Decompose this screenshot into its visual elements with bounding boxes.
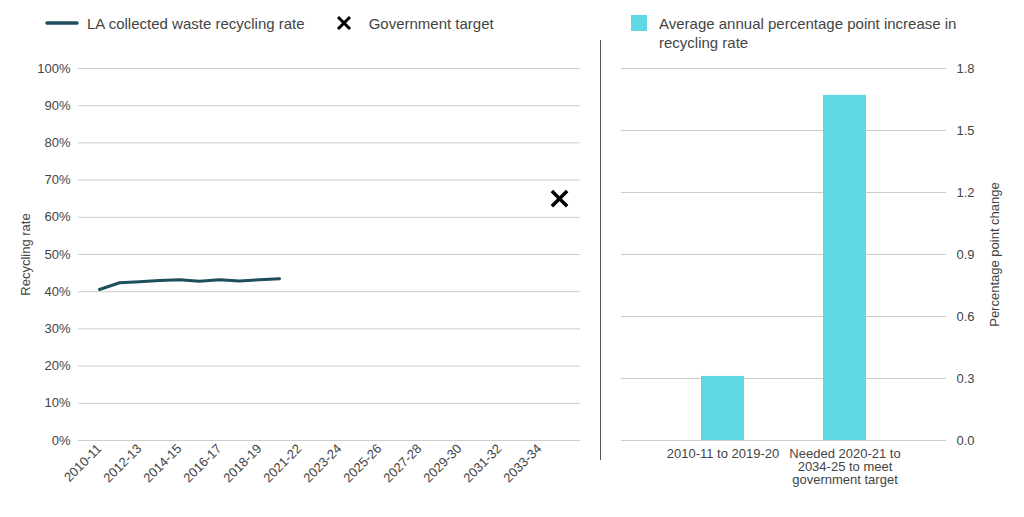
svg-text:1.8: 1.8 [957, 61, 975, 76]
svg-text:0.6: 0.6 [957, 309, 975, 324]
svg-text:Needed 2020-21 to2034-25 to me: Needed 2020-21 to2034-25 to meetgovernme… [789, 446, 900, 487]
svg-text:80%: 80% [44, 135, 70, 150]
svg-text:2018-19: 2018-19 [220, 441, 264, 485]
svg-text:Percentage point change: Percentage point change [987, 182, 1002, 327]
svg-text:20%: 20% [44, 358, 70, 373]
svg-text:70%: 70% [44, 172, 70, 187]
svg-text:1.2: 1.2 [957, 185, 975, 200]
svg-text:2031-32: 2031-32 [460, 441, 504, 485]
svg-text:60%: 60% [44, 209, 70, 224]
svg-text:2027-28: 2027-28 [380, 441, 424, 485]
html-text:Government target: Government target [368, 15, 494, 32]
svg-text:2025-26: 2025-26 [340, 441, 384, 485]
svg-text:Recycling rate: Recycling rate [18, 213, 33, 295]
svg-text:0.0: 0.0 [957, 433, 975, 448]
svg-text:2021-22: 2021-22 [260, 441, 304, 485]
svg-text:1.5: 1.5 [957, 123, 975, 138]
svg-text:90%: 90% [44, 98, 70, 113]
svg-text:50%: 50% [44, 247, 70, 262]
svg-text:2010-11: 2010-11 [61, 441, 105, 485]
svg-text:0.9: 0.9 [957, 247, 975, 262]
svg-text:10%: 10% [44, 395, 70, 410]
svg-text:2016-17: 2016-17 [180, 441, 224, 485]
html-text:LA collected waste recycling r: LA collected waste recycling rate [87, 15, 305, 32]
svg-text:2010-11 to 2019-20: 2010-11 to 2019-20 [667, 446, 780, 461]
svg-text:100%: 100% [37, 61, 71, 76]
html-text:Average annual percentage poin: Average annual percentage point increase… [659, 15, 957, 51]
svg-text:2014-15: 2014-15 [140, 441, 184, 485]
svg-text:0%: 0% [52, 433, 71, 448]
svg-text:40%: 40% [44, 284, 70, 299]
svg-text:2029-30: 2029-30 [420, 441, 464, 485]
svg-text:0.3: 0.3 [957, 371, 975, 386]
svg-text:2023-24: 2023-24 [300, 441, 344, 485]
svg-text:30%: 30% [44, 321, 70, 336]
svg-text:2033-34: 2033-34 [500, 441, 544, 485]
svg-text:2012-13: 2012-13 [100, 441, 144, 485]
